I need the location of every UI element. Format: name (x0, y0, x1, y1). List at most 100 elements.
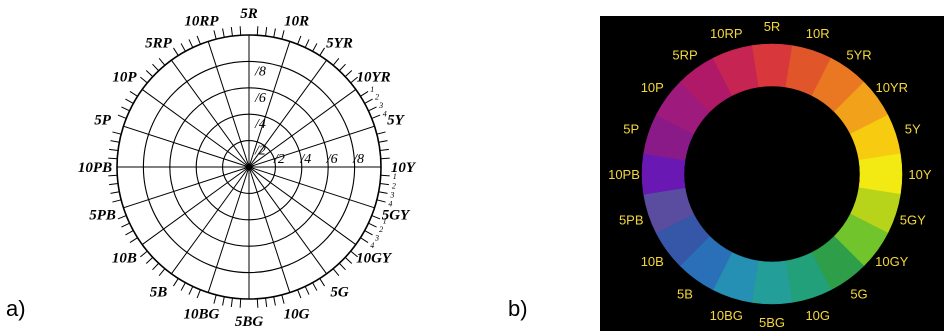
hue-tick (109, 183, 119, 186)
hue-spoke (207, 41, 250, 168)
wheel-segment (858, 153, 903, 195)
hue-tick (297, 289, 302, 299)
hue-tick (239, 26, 242, 36)
wheel-hue-label: 10P (641, 80, 664, 95)
hue-tick (121, 222, 130, 228)
hue-tick (304, 39, 310, 48)
hue-tick (121, 106, 130, 112)
sub-tick-label: 1 (393, 172, 397, 181)
hue-spoke (248, 89, 357, 168)
sub-tick-label: 3 (374, 233, 379, 242)
hue-tick (256, 298, 259, 308)
hue-spoke (248, 166, 291, 293)
hue-spoke (248, 166, 357, 245)
hue-tick (350, 76, 358, 84)
hue-label: 10R (284, 14, 309, 30)
wheel-hue-label: 5GY (900, 213, 926, 228)
hue-tick (230, 27, 233, 37)
hue-tick (117, 114, 127, 119)
wheel-segment (751, 260, 793, 305)
wheel-hue-label: 10G (805, 308, 830, 323)
hue-tick (312, 43, 318, 52)
hue-tick (338, 63, 346, 72)
wheel-hue-label: 5RP (672, 47, 697, 62)
hue-tick (213, 30, 217, 40)
hue-tick (376, 131, 386, 135)
wheel-hue-label: 5G (850, 287, 867, 302)
hue-tick (108, 174, 118, 177)
hue-tick (188, 39, 194, 48)
hue-tick (213, 294, 217, 304)
hue-tick (379, 148, 389, 151)
sub-tick-label: 2 (375, 93, 379, 102)
wheel-hue-label: 10Y (908, 167, 931, 182)
hue-tick (332, 58, 340, 66)
hue-label: 10B (112, 251, 137, 267)
hue-tick (364, 230, 373, 236)
hue-label: 5GY (382, 208, 411, 224)
hue-tick (273, 296, 276, 306)
chroma-label: /6 (326, 152, 338, 167)
color-wheel-svg: 5R 10R 5YR 10YR 5Y 10Y 5GY 10GY 5G 10G 5BG 10BG 5B 10… (608, 19, 932, 330)
hue-tick (312, 282, 318, 291)
hue-tick (222, 296, 225, 306)
hue-tick (281, 30, 285, 40)
sub-tick-label: 4 (383, 109, 387, 118)
panel-b-label: b) (508, 296, 528, 321)
hue-tick (109, 148, 119, 151)
hue-tick (281, 294, 285, 304)
hue-label: 5B (150, 285, 168, 301)
hue-tick (360, 91, 369, 97)
chroma-label: /8 (352, 152, 364, 167)
hue-label: 5PB (89, 208, 116, 224)
hue-tick (332, 268, 340, 276)
wheel-hue-label: 5P (623, 121, 639, 136)
hue-tick (265, 27, 268, 37)
hue-tick (158, 58, 166, 66)
munsell-polar-diagram: 5R 10R 5YR 10YR 5Y 10Y 5GY 10GY 5G 10G 5BG 10BG 5B 10… (78, 6, 417, 330)
hue-spoke (123, 166, 250, 209)
sub-tick-label: 4 (370, 241, 374, 250)
hue-label: 10GY (356, 251, 393, 267)
hue-tick (230, 297, 233, 307)
hue-tick (145, 70, 154, 78)
chroma-label: /6 (254, 91, 266, 106)
hue-tick (145, 256, 154, 264)
chroma-label: /4 (254, 117, 266, 132)
wheel-hue-label: 10RP (710, 26, 743, 41)
hue-tick (129, 91, 138, 97)
sub-tick-label: 1 (370, 85, 374, 94)
hue-tick (378, 140, 388, 143)
wheel-hue-label: 5Y (905, 121, 921, 136)
hue-tick (256, 26, 259, 36)
hue-tick (239, 298, 242, 308)
chroma-label: /8 (254, 64, 266, 79)
hue-spoke (248, 41, 291, 168)
hue-tick (152, 262, 160, 271)
hue-tick (319, 47, 325, 56)
hue-tick (304, 286, 310, 295)
hue-tick (125, 230, 134, 236)
panel-a-label: a) (6, 296, 26, 321)
wheel-hue-label: 10B (641, 254, 664, 269)
wheel-segment (712, 45, 759, 96)
hue-label: 10Y (391, 160, 417, 176)
hue-label: 5P (94, 112, 112, 128)
hue-tick (368, 106, 377, 112)
chroma-label: /2 (254, 144, 266, 159)
hue-spoke (248, 166, 327, 275)
wheel-hue-label: 10PB (608, 167, 640, 182)
sub-tick-label: 3 (378, 101, 383, 110)
hue-tick (188, 286, 194, 295)
hue-label: 5RP (145, 35, 173, 51)
hue-tick (110, 140, 120, 143)
hue-tick (180, 43, 186, 52)
polar-grid (108, 26, 390, 308)
wheel-segment (751, 43, 793, 88)
hue-label: 5R (240, 6, 258, 22)
hue-label: 5BG (235, 314, 264, 330)
hue-tick (180, 282, 186, 291)
hue-spoke (248, 125, 375, 168)
hue-tick (196, 35, 201, 45)
sub-tick-label: 2 (392, 181, 396, 190)
